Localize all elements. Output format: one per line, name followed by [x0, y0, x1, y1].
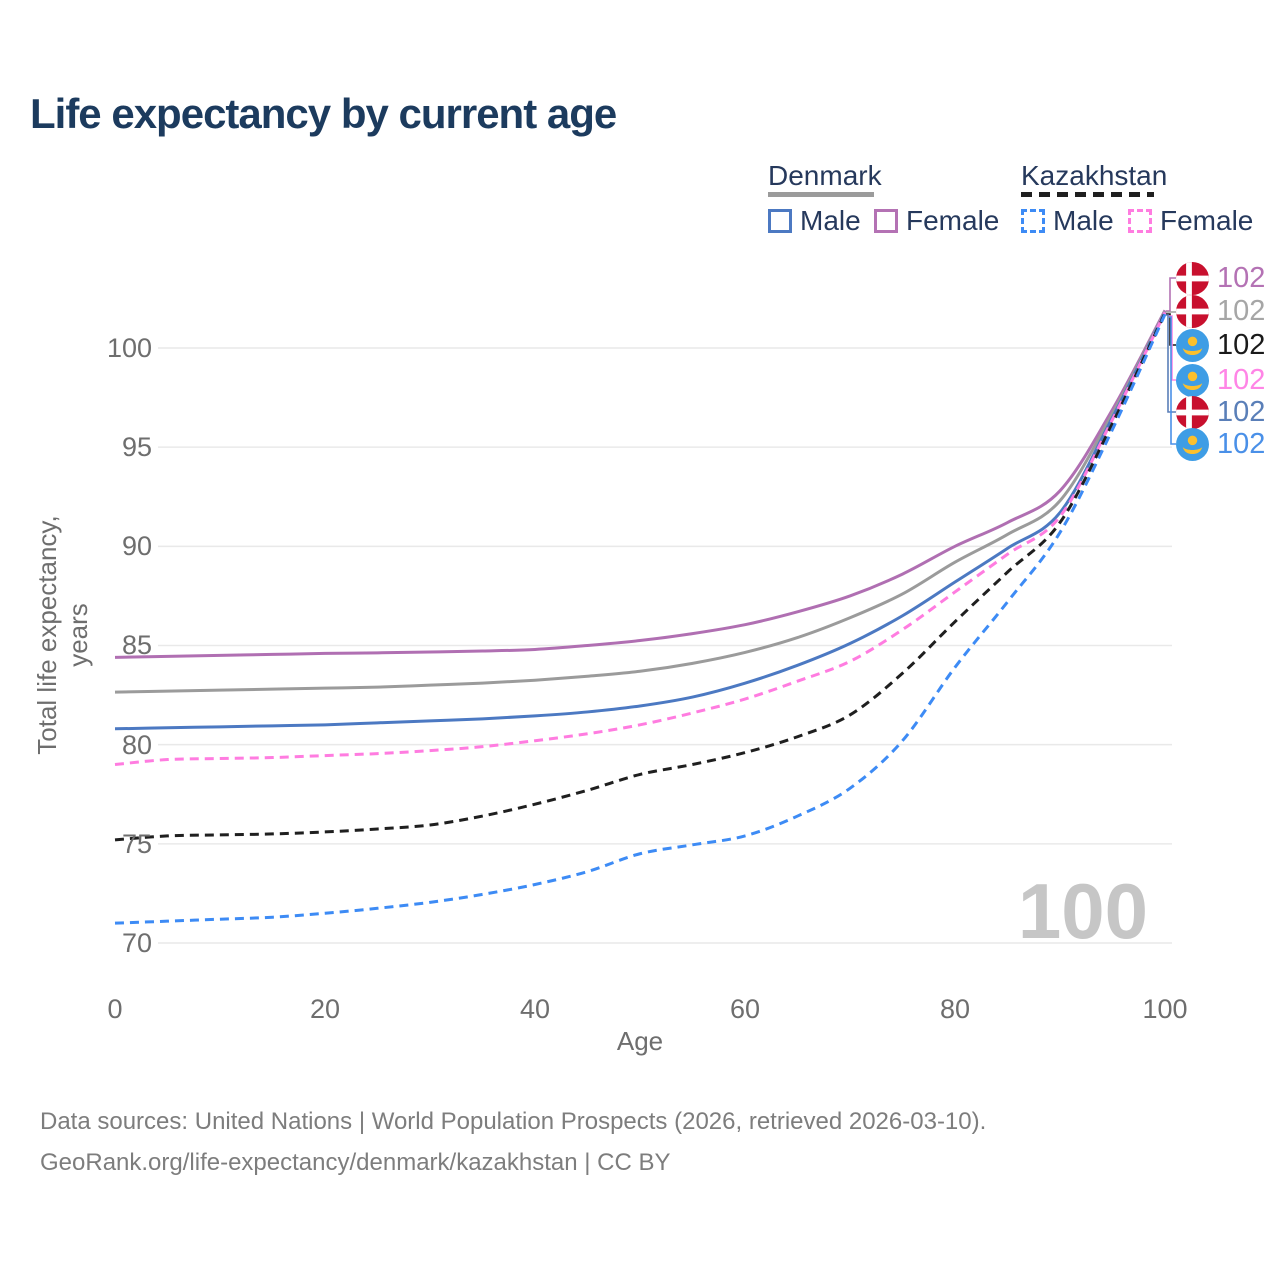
y-tick-label-90: 90	[121, 531, 152, 562]
data-source-text: Data sources: United Nations | World Pop…	[40, 1108, 987, 1135]
x-tick-label-0: 0	[107, 994, 123, 1024]
attribution-link-text: GeoRank.org/life-expectancy/denmark/kaza…	[40, 1149, 671, 1176]
legend-kazakhstan-line-swatch	[1021, 192, 1154, 197]
y-tick-label-85: 85	[121, 630, 152, 661]
leader-line	[1169, 316, 1176, 445]
series-line-kazakhstan-both-sexes[interactable]	[114, 312, 1167, 842]
leader-line	[1166, 314, 1176, 413]
checkbox-denmark-male-icon[interactable]	[768, 209, 792, 233]
y-tick-label-75: 75	[121, 828, 152, 859]
end-value: 102	[1217, 294, 1266, 327]
end-value: 102	[1217, 427, 1266, 460]
legend-item-label: Female	[906, 205, 1000, 236]
series-end-label[interactable]: 102	[1176, 328, 1265, 362]
legend-denmark-label[interactable]: Denmark	[768, 160, 882, 191]
series-end-label[interactable]: 102	[1176, 427, 1265, 461]
series-end-label[interactable]: 102	[1176, 395, 1265, 429]
x-tick-label-80: 80	[939, 994, 971, 1024]
legend-item-kazakhstan-female[interactable]: Female	[1128, 205, 1253, 237]
series-line-denmark-male[interactable]	[114, 311, 1167, 731]
denmark-flag-icon	[1176, 294, 1209, 328]
kazakhstan-flag-icon	[1176, 363, 1209, 397]
series-end-label[interactable]: 102	[1176, 261, 1265, 295]
leader-line	[1166, 277, 1176, 312]
end-value: 102	[1217, 363, 1266, 396]
legend-item-denmark-male[interactable]: Male	[768, 205, 861, 237]
checkbox-denmark-female-icon[interactable]	[874, 209, 898, 233]
legend-item-label: Male	[800, 205, 861, 236]
age-counter-watermark: 100	[1017, 867, 1148, 955]
x-tick-label-100: 100	[1142, 994, 1188, 1024]
checkbox-kazakhstan-male-icon[interactable]	[1021, 209, 1045, 233]
legend-item-kazakhstan-male[interactable]: Male	[1021, 205, 1114, 237]
kazakhstan-flag-icon	[1176, 427, 1209, 461]
series-end-label[interactable]: 102	[1176, 363, 1265, 397]
end-value: 102	[1217, 395, 1266, 428]
denmark-flag-icon	[1176, 395, 1209, 429]
series-end-label[interactable]: 102	[1176, 294, 1265, 328]
x-tick-label-20: 20	[309, 994, 341, 1024]
leader-line	[1168, 315, 1176, 381]
end-value: 102	[1217, 328, 1266, 361]
x-axis-label: Age	[616, 1026, 664, 1056]
legend-item-denmark-female[interactable]: Female	[874, 205, 999, 237]
y-tick-label-70: 70	[121, 927, 152, 958]
kazakhstan-flag-icon	[1176, 328, 1209, 362]
y-tick-label-95: 95	[121, 432, 152, 463]
series-line-denmark-both-sexes[interactable]	[114, 310, 1167, 694]
legend-kazakhstan-label[interactable]: Kazakhstan	[1021, 160, 1168, 191]
y-tick-label-80: 80	[121, 729, 152, 760]
series-line-denmark-female[interactable]	[114, 309, 1167, 659]
legend-denmark-line-swatch	[768, 192, 874, 197]
checkbox-kazakhstan-female-icon[interactable]	[1128, 209, 1152, 233]
x-tick-label-60: 60	[729, 994, 761, 1024]
page-title: Life expectancy by current age	[30, 90, 617, 137]
series-line-kazakhstan-male[interactable]	[114, 313, 1167, 925]
y-tick-label-100: 100	[106, 333, 152, 363]
end-value: 102	[1217, 261, 1266, 294]
x-tick-label-40: 40	[519, 994, 551, 1024]
series-line-kazakhstan-female[interactable]	[114, 311, 1167, 766]
legend-item-label: Female	[1160, 205, 1254, 236]
legend-item-label: Male	[1053, 205, 1114, 236]
leader-line	[1166, 313, 1176, 346]
denmark-flag-icon	[1176, 261, 1209, 295]
